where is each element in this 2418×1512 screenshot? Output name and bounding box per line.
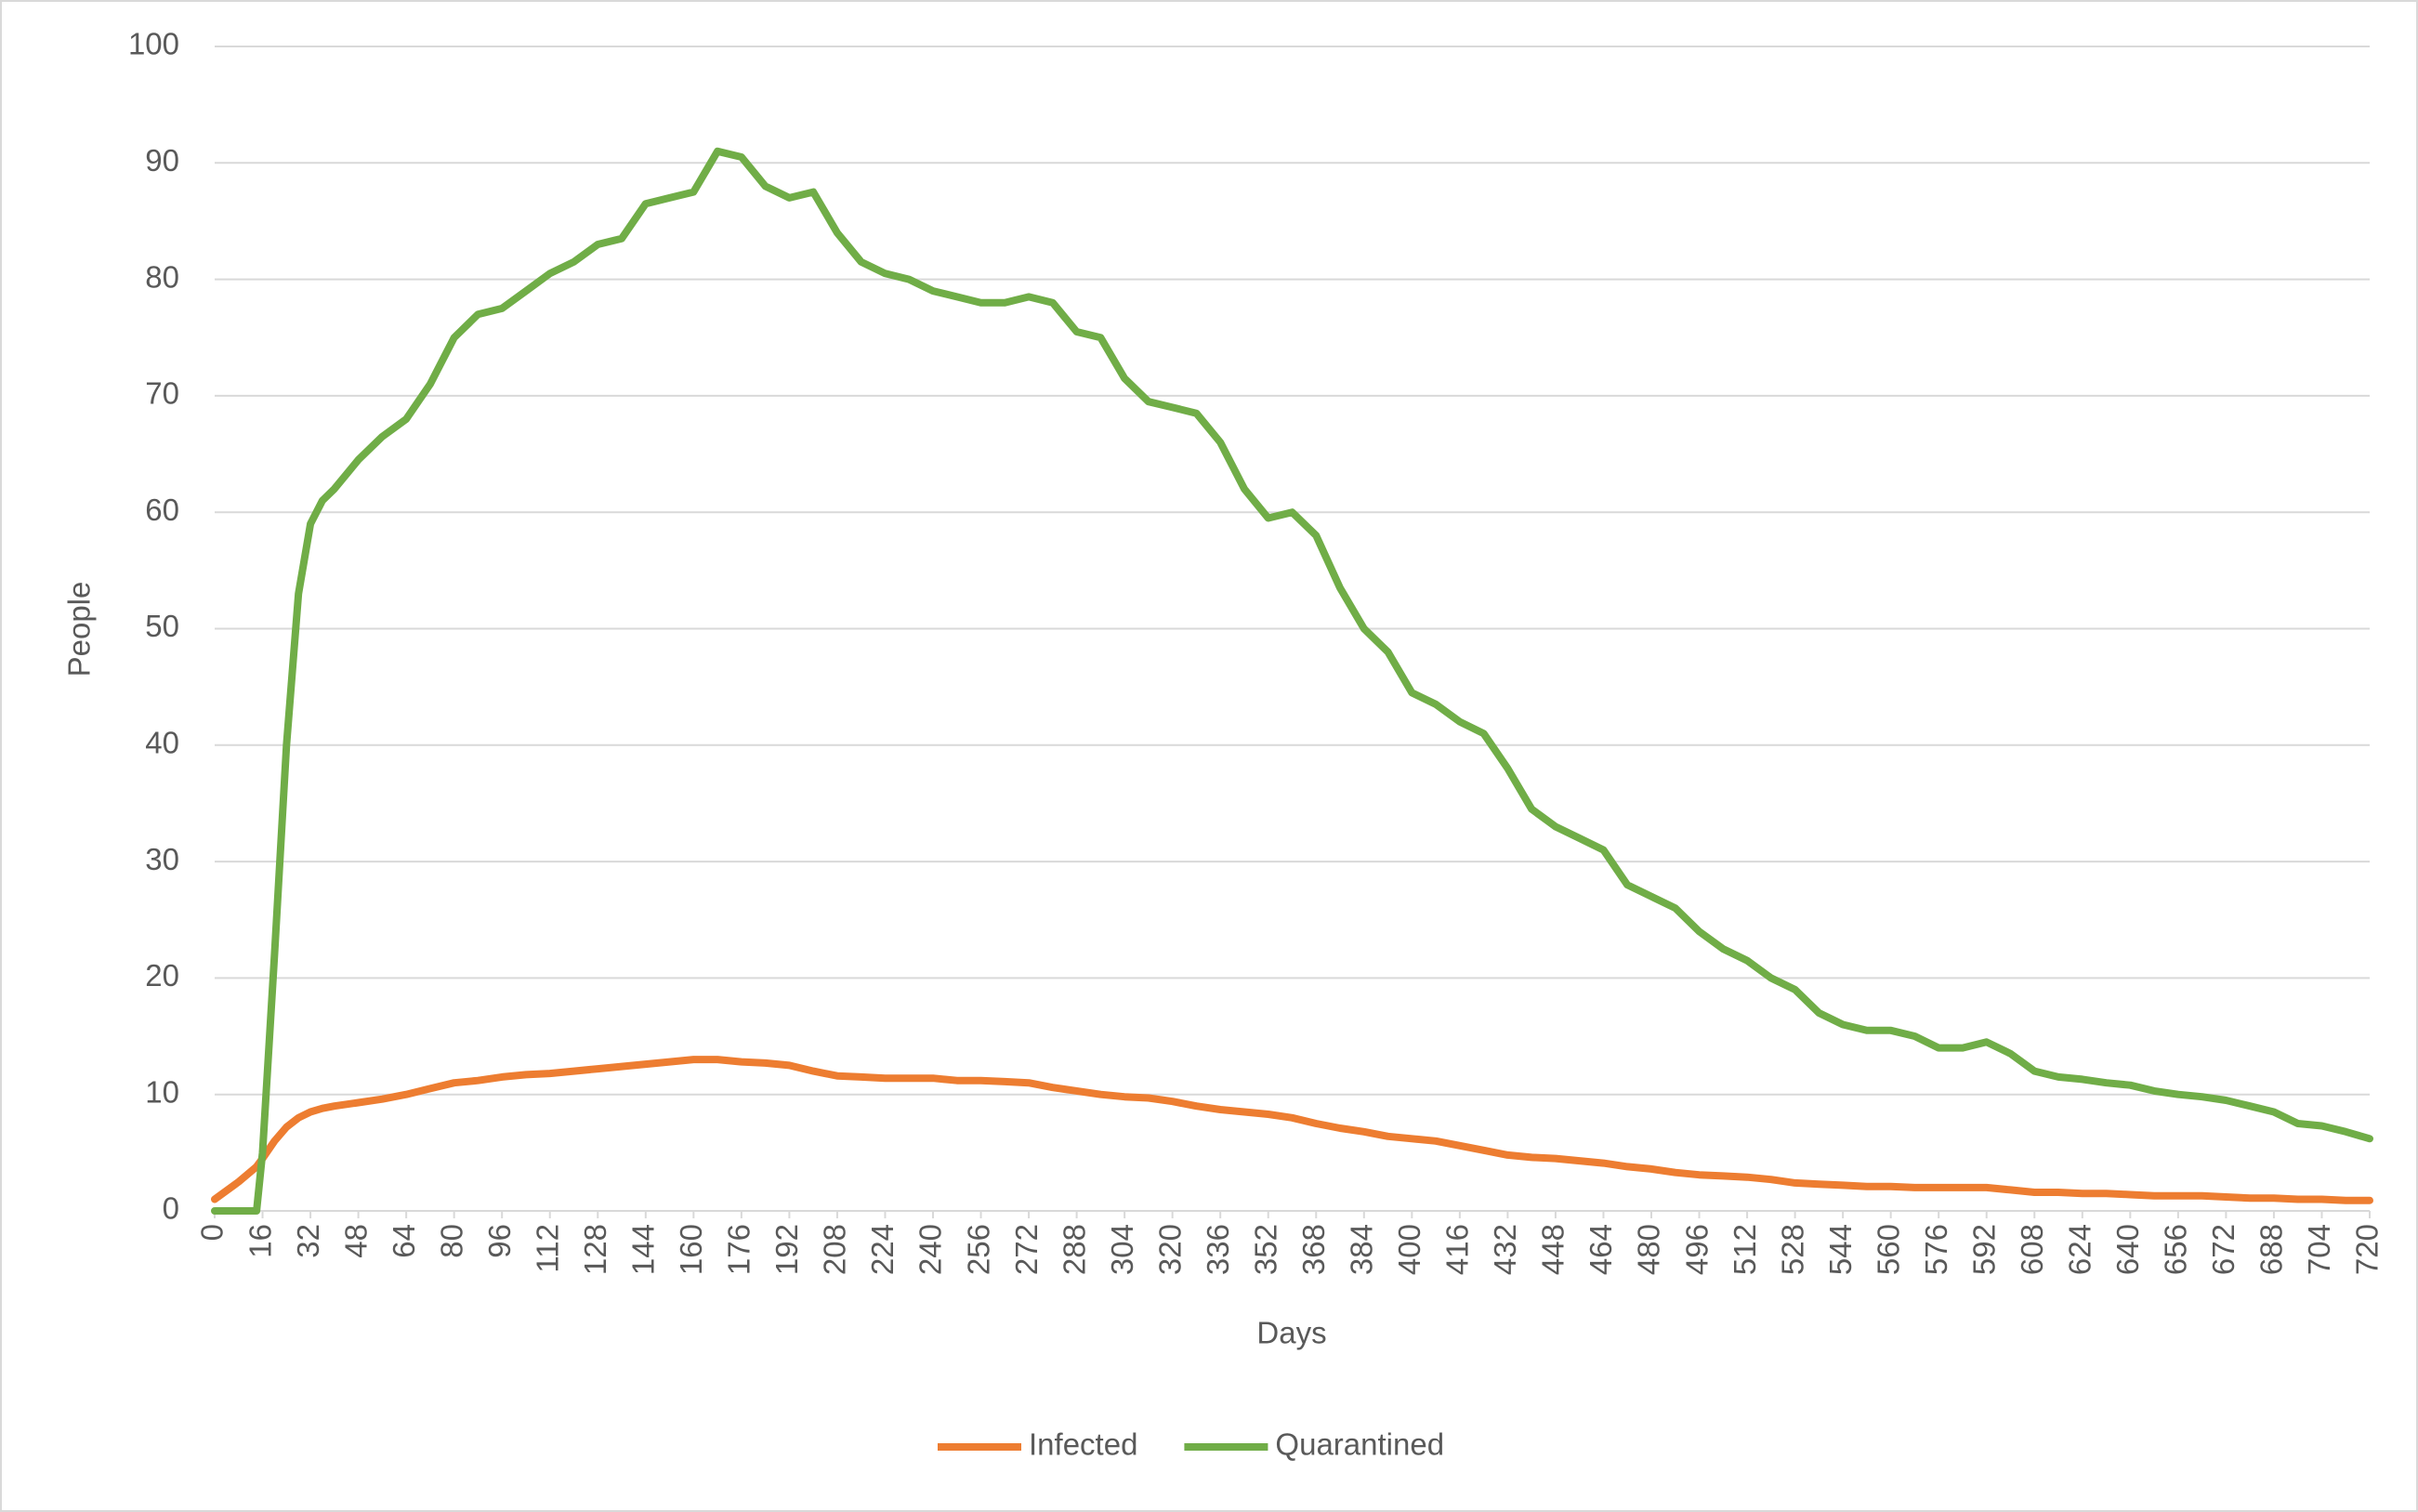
x-tick-label: 496 — [1679, 1224, 1714, 1275]
x-tick-label: 32 — [291, 1224, 325, 1258]
x-tick-label: 144 — [626, 1224, 661, 1275]
x-tick-label: 432 — [1488, 1224, 1522, 1275]
x-tick-label: 256 — [961, 1224, 995, 1275]
x-tick-label: 480 — [1632, 1224, 1666, 1275]
x-tick-label: 448 — [1536, 1224, 1570, 1275]
x-tick-label: 16 — [243, 1224, 277, 1258]
x-tick-label: 576 — [1919, 1224, 1953, 1275]
y-tick-label: 100 — [128, 27, 179, 61]
x-tick-label: 608 — [2015, 1224, 2049, 1275]
x-tick-label: 624 — [2063, 1224, 2097, 1275]
x-tick-label: 704 — [2302, 1224, 2336, 1275]
x-tick-label: 544 — [1823, 1224, 1858, 1275]
y-tick-label: 70 — [145, 376, 179, 411]
x-tick-label: 416 — [1440, 1224, 1475, 1275]
x-tick-label: 688 — [2254, 1224, 2289, 1275]
x-tick-label: 288 — [1057, 1224, 1091, 1275]
x-tick-label: 224 — [865, 1224, 900, 1275]
x-tick-label: 176 — [722, 1224, 756, 1275]
x-tick-label: 368 — [1296, 1224, 1331, 1275]
y-tick-label: 90 — [145, 143, 179, 177]
x-tick-label: 160 — [674, 1224, 708, 1275]
y-tick-label: 60 — [145, 493, 179, 527]
x-tick-label: 336 — [1201, 1224, 1235, 1275]
x-tick-label: 112 — [530, 1224, 564, 1273]
y-tick-label: 10 — [145, 1074, 179, 1109]
x-tick-label: 720 — [2350, 1224, 2385, 1275]
x-tick-label: 48 — [338, 1224, 373, 1258]
y-tick-label: 0 — [163, 1191, 179, 1226]
x-tick-label: 320 — [1152, 1224, 1187, 1275]
y-tick-label: 50 — [145, 609, 179, 643]
x-tick-label: 592 — [1966, 1224, 2001, 1275]
legend-label: Infected — [1029, 1427, 1137, 1462]
x-tick-label: 240 — [913, 1224, 948, 1275]
x-tick-label: 528 — [1775, 1224, 1809, 1275]
x-tick-label: 80 — [434, 1224, 468, 1258]
y-tick-label: 40 — [145, 726, 179, 760]
series-line — [211, 1056, 2373, 1204]
x-tick-label: 304 — [1105, 1224, 1139, 1275]
x-tick-label: 560 — [1871, 1224, 1905, 1275]
y-axis-title: People — [62, 582, 97, 677]
x-tick-label: 512 — [1728, 1224, 1762, 1275]
x-tick-label: 672 — [2206, 1224, 2241, 1275]
y-tick-label: 30 — [145, 842, 179, 876]
x-tick-label: 192 — [769, 1224, 804, 1275]
y-tick-label: 80 — [145, 259, 179, 294]
x-tick-label: 464 — [1584, 1224, 1618, 1275]
x-tick-label: 352 — [1248, 1224, 1282, 1275]
legend-label: Quarantined — [1275, 1427, 1444, 1462]
x-tick-label: 0 — [195, 1224, 230, 1241]
x-tick-label: 96 — [482, 1224, 517, 1258]
x-tick-label: 400 — [1392, 1224, 1426, 1275]
x-tick-label: 208 — [818, 1224, 852, 1275]
x-tick-label: 128 — [578, 1224, 612, 1275]
x-tick-label: 64 — [387, 1224, 421, 1258]
y-tick-label: 20 — [145, 958, 179, 993]
x-axis-title: Days — [1256, 1316, 1326, 1350]
x-tick-label: 640 — [2110, 1224, 2145, 1275]
series-line — [211, 147, 2373, 1215]
x-tick-label: 384 — [1345, 1224, 1379, 1275]
x-tick-label: 656 — [2159, 1224, 2193, 1275]
x-tick-label: 272 — [1009, 1224, 1044, 1275]
